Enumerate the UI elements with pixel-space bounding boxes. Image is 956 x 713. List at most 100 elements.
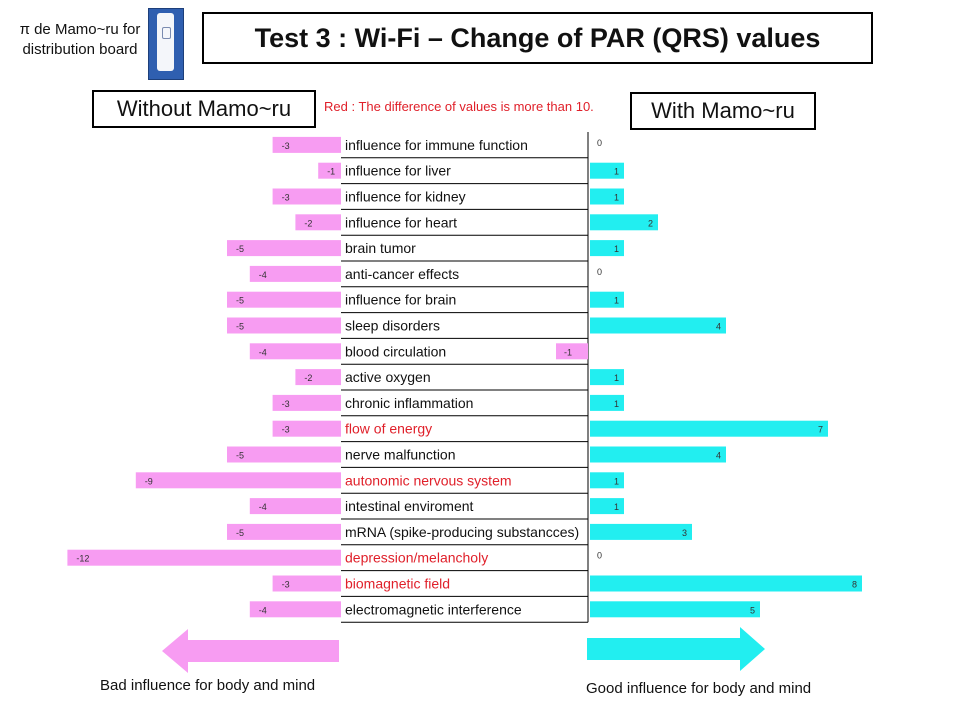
without-value-label: -5	[236, 296, 244, 306]
with-value-label: 1	[614, 296, 619, 306]
with-value-label: 1	[614, 502, 619, 512]
with-bar	[590, 369, 624, 386]
without-bar	[249, 265, 341, 282]
category-label: influence for liver	[345, 163, 451, 179]
with-bar	[590, 523, 692, 540]
without-value-label: -2	[304, 218, 312, 228]
without-value-label: -5	[236, 244, 244, 254]
without-value-label: -9	[145, 476, 153, 486]
with-value-label: 1	[614, 373, 619, 383]
category-label: biomagnetic field	[345, 576, 450, 592]
with-bar	[590, 446, 726, 463]
without-bar	[272, 575, 341, 592]
without-value-label: -3	[282, 193, 290, 203]
with-bar	[556, 343, 588, 360]
product-caption: π de Mamo~ru for distribution board	[10, 20, 150, 60]
category-label: influence for kidney	[345, 189, 466, 205]
category-label: influence for brain	[345, 292, 456, 308]
category-label: sleep disorders	[345, 318, 440, 334]
product-caption-line1: π de Mamo~ru for	[19, 21, 141, 38]
without-bar	[272, 394, 341, 411]
with-bar	[590, 420, 828, 437]
without-bar	[295, 369, 341, 386]
without-mamoru-label: Without Mamo~ru	[92, 90, 316, 128]
without-value-label: -3	[282, 580, 290, 590]
with-value-label: 1	[614, 244, 619, 254]
category-label: depression/melancholy	[345, 550, 488, 566]
product-image	[148, 8, 184, 80]
with-value-label: 4	[716, 451, 721, 461]
with-bar	[590, 162, 624, 179]
with-value-label: 2	[648, 218, 653, 228]
without-value-label: -3	[282, 399, 290, 409]
without-bar	[227, 240, 341, 257]
with-value-label: 3	[682, 528, 687, 538]
without-bar	[272, 420, 341, 437]
with-value-label: 0	[597, 138, 602, 148]
with-value-label: -1	[564, 347, 572, 357]
with-value-label: 8	[852, 580, 857, 590]
without-bar	[295, 214, 341, 231]
without-bar	[227, 523, 341, 540]
product-tube-icon	[157, 13, 174, 71]
without-bar	[227, 291, 341, 308]
without-value-label: -4	[259, 502, 267, 512]
without-bar	[227, 317, 341, 334]
without-bar	[135, 472, 341, 489]
with-value-label: 5	[750, 605, 755, 615]
without-value-label: -3	[282, 425, 290, 435]
with-value-label: 1	[614, 167, 619, 177]
with-bar	[590, 214, 658, 231]
highlight-note: Red : The difference of values is more t…	[324, 99, 594, 114]
without-bar	[272, 136, 341, 153]
with-mamoru-label: With Mamo~ru	[630, 92, 816, 130]
with-bar	[590, 394, 624, 411]
category-label: influence for heart	[345, 214, 457, 230]
category-label: anti-cancer effects	[345, 266, 459, 282]
without-value-label: -12	[76, 554, 89, 564]
with-bar	[590, 317, 726, 334]
with-bar	[590, 240, 624, 257]
without-value-label: -5	[236, 322, 244, 332]
without-bar	[272, 188, 341, 205]
without-value-label: -5	[236, 451, 244, 461]
with-bar	[590, 472, 624, 489]
without-value-label: -3	[282, 141, 290, 151]
product-caption-line2: distribution board	[22, 41, 138, 58]
category-label: electromagnetic interference	[345, 601, 522, 617]
good-influence-label: Good influence for body and mind	[586, 680, 812, 697]
without-value-label: -1	[327, 167, 335, 177]
with-value-label: 7	[818, 425, 823, 435]
with-value-label: 1	[614, 399, 619, 409]
category-label: blood circulation	[345, 343, 446, 359]
with-value-label: 1	[614, 193, 619, 203]
with-bar	[590, 188, 624, 205]
with-bar	[590, 291, 624, 308]
with-bar	[590, 498, 624, 515]
with-value-label: 4	[716, 322, 721, 332]
without-value-label: -2	[304, 373, 312, 383]
without-bar	[227, 446, 341, 463]
category-label: influence for immune function	[345, 137, 528, 153]
bad-influence-label: Bad influence for body and mind	[100, 677, 316, 694]
good-direction-arrow-icon	[587, 627, 765, 671]
category-label: flow of energy	[345, 421, 432, 437]
category-label: intestinal enviroment	[345, 498, 474, 514]
without-value-label: -4	[259, 605, 267, 615]
with-bar	[590, 601, 760, 618]
page-title: Test 3 : Wi-Fi – Change of PAR (QRS) val…	[202, 12, 873, 64]
category-label: mRNA (spike-producing substancces)	[345, 524, 579, 540]
with-value-label: 0	[597, 267, 602, 277]
without-bar	[249, 601, 341, 618]
without-bar	[67, 549, 342, 566]
without-bar	[249, 343, 341, 360]
without-bar	[318, 162, 341, 179]
without-value-label: -4	[259, 270, 267, 280]
with-value-label: 0	[597, 551, 602, 561]
category-label: autonomic nervous system	[345, 472, 512, 488]
category-label: brain tumor	[345, 240, 416, 256]
category-label: active oxygen	[345, 369, 431, 385]
without-value-label: -5	[236, 528, 244, 538]
with-bar	[590, 575, 862, 592]
